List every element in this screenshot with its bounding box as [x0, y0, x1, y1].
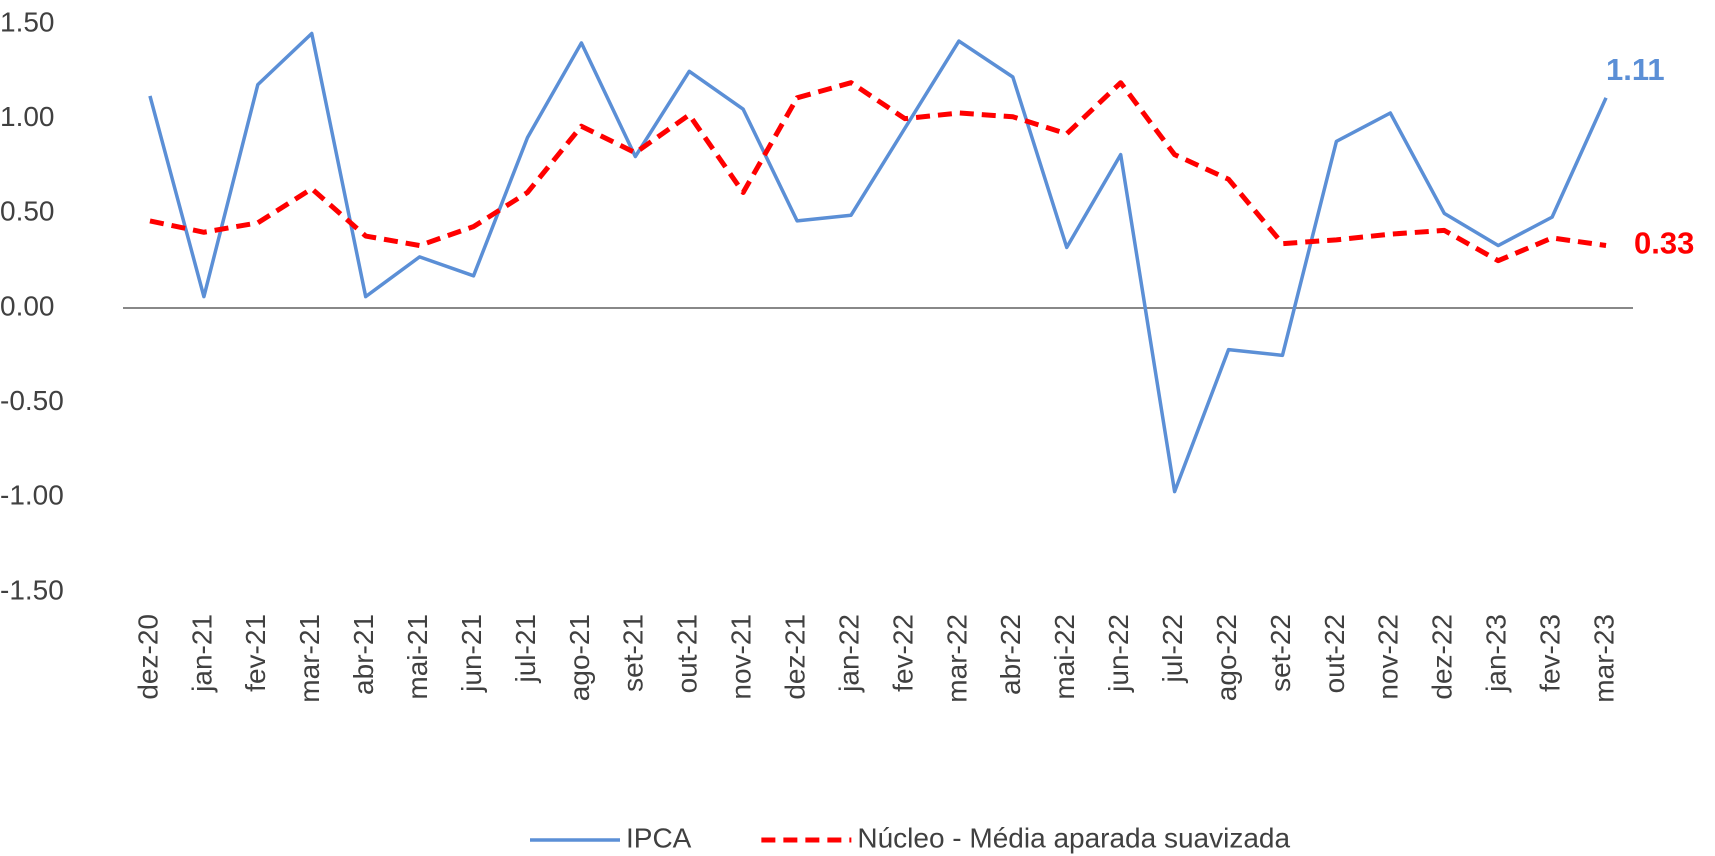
x-tick-label: set-21 [618, 614, 649, 692]
x-tick-label: dez-20 [132, 614, 163, 700]
x-tick-label: mar-21 [294, 614, 325, 703]
x-tick-label: out-21 [672, 614, 703, 693]
series-line [148, 31, 1608, 494]
x-tick-label: ago-21 [564, 614, 595, 701]
x-tick-label: out-22 [1319, 614, 1350, 693]
x-tick-label: fev-21 [240, 614, 271, 692]
legend-label: Núcleo - Média aparada suavizada [857, 822, 1290, 853]
x-tick-label: mar-23 [1588, 614, 1619, 703]
x-tick-label: mai-22 [1049, 614, 1080, 700]
data-label: 0.33 [1634, 226, 1694, 261]
x-tick-label: abr-21 [348, 614, 379, 695]
x-tick-label: jun-21 [456, 614, 487, 693]
x-tick-label: jan-23 [1481, 614, 1512, 693]
y-tick-label: 1.00 [0, 101, 55, 132]
x-tick-label: jul-21 [510, 614, 541, 683]
x-tick-label: jan-21 [186, 614, 217, 693]
x-tick-label: dez-21 [779, 614, 810, 700]
x-tick-label: dez-22 [1427, 614, 1458, 700]
x-tick-label: jul-22 [1157, 614, 1188, 683]
x-tick-label: fev-22 [887, 614, 918, 692]
legend-label: IPCA [626, 822, 692, 853]
y-tick-label: -0.50 [0, 385, 64, 416]
x-tick-label: jan-22 [833, 614, 864, 693]
x-tick-label: set-22 [1265, 614, 1296, 692]
x-tick-label: mar-22 [941, 614, 972, 703]
series-line [149, 80, 1607, 264]
data-label: 1.11 [1606, 52, 1665, 87]
x-tick-label: nov-22 [1373, 614, 1404, 700]
x-tick-label: jun-22 [1103, 614, 1134, 693]
y-tick-label: -1.00 [0, 480, 64, 511]
x-tick-label: nov-21 [726, 614, 757, 700]
y-tick-label: 0.00 [0, 290, 55, 321]
y-tick-label: 0.50 [0, 196, 55, 227]
x-tick-label: abr-22 [995, 614, 1026, 695]
x-tick-label: fev-23 [1534, 614, 1565, 692]
y-tick-label: 1.50 [0, 6, 55, 37]
x-tick-label: mai-21 [402, 614, 433, 700]
x-tick-label: ago-22 [1211, 614, 1242, 701]
y-tick-label: -1.50 [0, 574, 64, 605]
